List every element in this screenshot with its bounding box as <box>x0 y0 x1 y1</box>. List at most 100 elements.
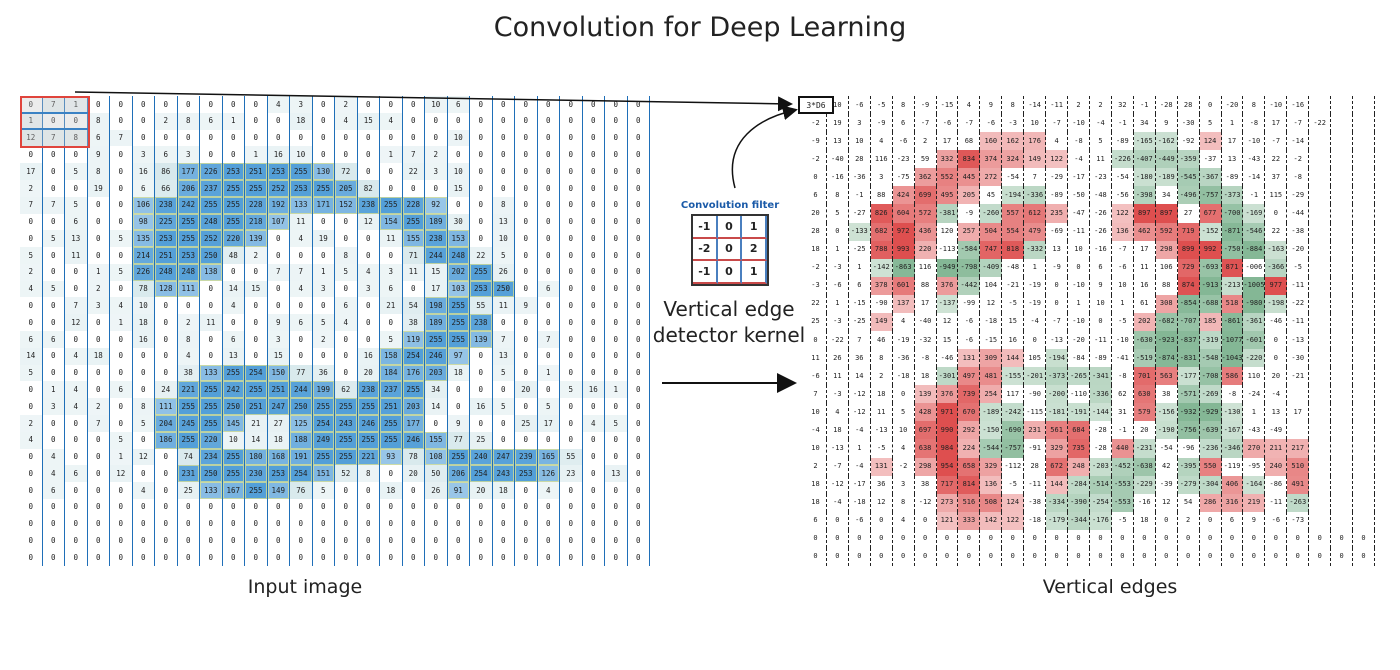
output-value-cell: -16 <box>1287 96 1310 115</box>
input-pixel-cell: 3 <box>132 146 155 164</box>
output-value-cell <box>1331 331 1354 350</box>
output-value-cell: 0 <box>1002 547 1025 566</box>
input-pixel-cell: 0 <box>245 112 268 130</box>
output-value-cell: -980 <box>1243 294 1266 313</box>
input-pixel-cell: 152 <box>335 196 358 214</box>
output-value-cell: 479 <box>1024 222 1047 241</box>
output-value-cell: 88 <box>1156 276 1178 295</box>
input-pixel-cell: 244 <box>425 247 448 264</box>
input-pixel-cell: 198 <box>425 297 448 315</box>
output-value-cell: 428 <box>914 403 937 422</box>
output-value-cell <box>1331 294 1354 313</box>
input-pixel-cell: 0 <box>583 263 605 281</box>
output-value-cell: -2 <box>805 258 827 277</box>
output-value-cell <box>1331 186 1354 205</box>
input-pixel-cell: 255 <box>290 163 313 180</box>
output-value-cell: 672 <box>1046 457 1069 476</box>
input-pixel-cell: 0 <box>313 498 335 516</box>
output-value-cell: 7 <box>1024 168 1047 187</box>
output-value-cell: -6 <box>849 96 871 115</box>
input-pixel-cell: 21 <box>380 297 403 315</box>
output-value-cell: 211 <box>1265 439 1288 458</box>
kernel-cell: 0 <box>717 261 743 284</box>
input-pixel-cell: 16 <box>357 347 380 365</box>
output-value-cell: -3 <box>1002 114 1025 133</box>
output-value-cell: -7 <box>1046 114 1069 133</box>
output-value-cell: -269 <box>1199 385 1222 404</box>
input-pixel-cell: 4 <box>582 414 605 432</box>
output-value-cell: 977 <box>1265 276 1288 295</box>
input-pixel-cell: 0 <box>20 314 43 331</box>
output-value-cell: 0 <box>1200 547 1222 566</box>
output-value-cell: -8 <box>1222 385 1244 404</box>
output-value-cell <box>1331 439 1354 458</box>
input-pixel-cell: 125 <box>290 414 313 432</box>
input-pixel-cell: 255 <box>402 381 425 399</box>
input-pixel-cell: 7 <box>20 196 43 214</box>
input-pixel-cell: 0 <box>493 532 515 550</box>
output-value-cell: 0 <box>827 547 849 566</box>
input-pixel-cell: 0 <box>335 230 358 248</box>
output-value-cell: -367 <box>1199 168 1222 187</box>
input-pixel-cell: 188 <box>290 431 313 449</box>
output-value-cell: -553 <box>1111 475 1134 494</box>
input-pixel-cell: 6 <box>447 96 470 113</box>
input-pixel-cell: 7 <box>87 414 110 432</box>
input-pixel-cell: 0 <box>515 549 538 566</box>
input-pixel-cell: 0 <box>470 163 493 180</box>
output-value-cell <box>1331 349 1354 368</box>
output-value-cell: 11 <box>871 403 893 422</box>
input-pixel-cell: 0 <box>538 213 560 231</box>
input-pixel-cell: 54 <box>402 297 425 315</box>
input-pixel-cell: 0 <box>110 163 133 180</box>
input-pixel-cell: 130 <box>312 163 335 180</box>
output-value-cell: 11 <box>1134 258 1156 277</box>
output-value-cell: 0 <box>827 529 849 548</box>
input-pixel-cell: 154 <box>380 213 403 231</box>
input-pixel-cell: 139 <box>245 230 268 248</box>
output-value-cell <box>1309 421 1332 440</box>
input-pixel-cell: 4 <box>537 482 560 499</box>
input-pixel-cell: 0 <box>245 515 268 533</box>
output-value-cell: 0 <box>1200 529 1222 548</box>
output-value-cell: 1 <box>1068 294 1090 313</box>
output-value-cell: -19 <box>1024 276 1047 295</box>
output-value-cell: 0 <box>1265 331 1288 350</box>
input-pixel-cell: 0 <box>538 179 560 197</box>
output-value-cell: 9 <box>980 96 1003 115</box>
output-value-cell: -4 <box>1090 114 1112 133</box>
output-value-cell: 1 <box>849 439 871 458</box>
output-value-cell: 445 <box>958 168 981 187</box>
input-pixel-cell: 0 <box>628 213 650 231</box>
output-value-cell: -142 <box>870 258 893 277</box>
input-pixel-cell: 242 <box>177 196 200 214</box>
input-pixel-cell: 165 <box>537 448 560 466</box>
input-pixel-cell: 0 <box>43 112 65 130</box>
output-value-cell <box>1353 240 1375 259</box>
input-pixel-cell: 0 <box>403 280 425 298</box>
input-pixel-cell: 0 <box>268 280 290 298</box>
input-pixel-cell: 3 <box>290 96 313 113</box>
output-value-cell: 298 <box>914 457 937 476</box>
input-pixel-cell: 0 <box>20 146 43 164</box>
input-pixel-cell: 77 <box>447 431 470 449</box>
output-value-cell: 36 <box>871 475 893 494</box>
input-pixel-cell: 155 <box>425 431 448 449</box>
output-value-cell: -226 <box>1111 150 1134 169</box>
input-pixel-cell: 0 <box>470 213 493 231</box>
output-value-cell: 13 <box>1265 403 1288 422</box>
output-value-cell: -22 <box>1287 294 1310 313</box>
output-value-cell: 45 <box>980 186 1003 205</box>
output-value-cell: 131 <box>958 349 981 368</box>
output-value-cell: 8 <box>827 186 849 205</box>
input-pixel-cell: 3 <box>177 146 200 164</box>
output-value-cell: -56 <box>1112 186 1134 205</box>
output-value-cell: -1043 <box>1221 349 1244 368</box>
input-pixel-cell: 1 <box>65 96 88 113</box>
output-value-cell: -89 <box>1222 168 1244 187</box>
input-pixel-cell: 0 <box>223 532 245 550</box>
output-value-cell: 124 <box>1002 493 1025 512</box>
input-pixel-cell: 2 <box>177 314 200 331</box>
output-value-cell: 4 <box>893 439 915 458</box>
output-value-cell: 984 <box>936 439 959 458</box>
